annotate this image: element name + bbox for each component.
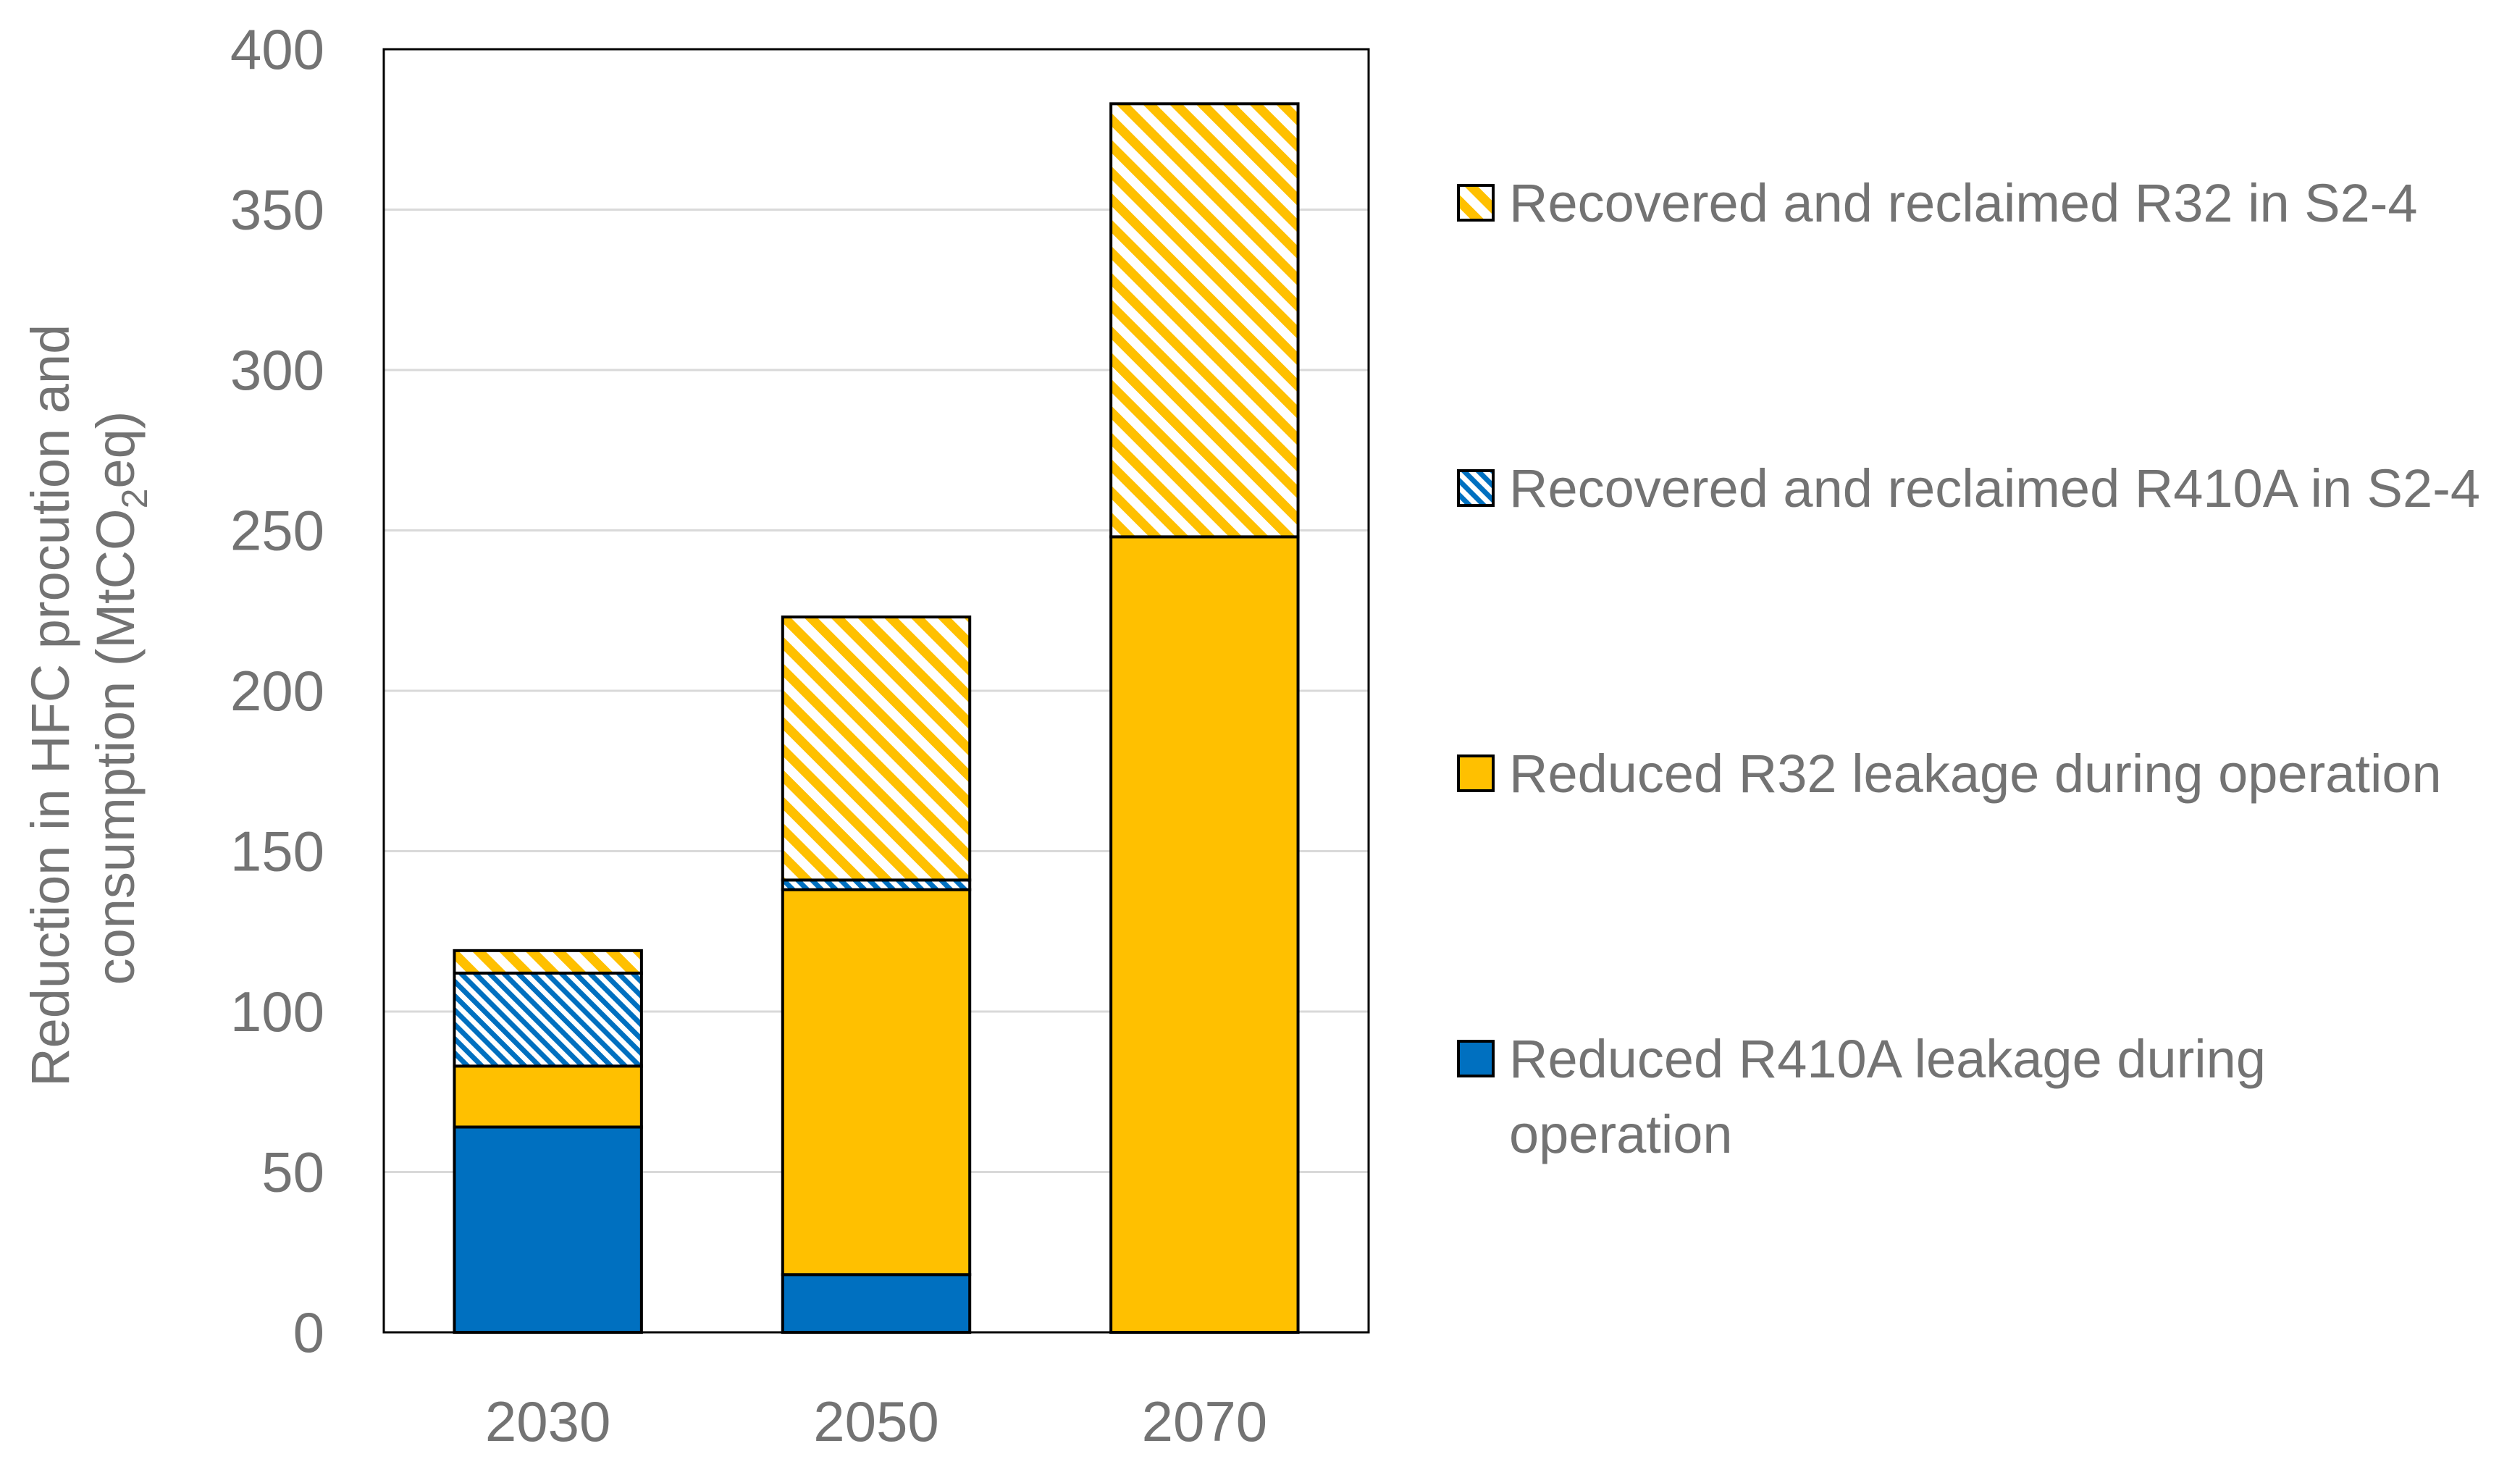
bar-segment-2030-series-4 bbox=[453, 949, 643, 975]
y-tick-label: 300 bbox=[230, 338, 324, 402]
bars bbox=[453, 102, 1300, 1334]
bar-segment-2030-series-2 bbox=[453, 1064, 643, 1129]
bar-segment-2070-series-4 bbox=[1109, 102, 1300, 539]
x-tick-label: 2030 bbox=[485, 1390, 611, 1453]
y-axis-tick-labels: 0 50 100 150 200 250 300 350 400 bbox=[230, 17, 324, 1364]
legend: Recovered and reclaimed R32 in S2-4 Recov… bbox=[1457, 173, 2480, 1164]
y-tick-label: 150 bbox=[230, 820, 324, 883]
y-tick-label: 350 bbox=[230, 178, 324, 242]
legend-label: operation bbox=[1509, 1104, 1733, 1164]
legend-swatch bbox=[1457, 754, 1495, 792]
x-tick-label: 2050 bbox=[813, 1390, 939, 1453]
y-axis-title-line-2-post: eq) bbox=[85, 411, 146, 489]
y-tick-label: 400 bbox=[230, 17, 324, 81]
y-tick-label: 200 bbox=[230, 659, 324, 723]
legend-label: Reduced R32 leakage during operation bbox=[1509, 744, 2442, 804]
y-axis-title-line-1: Reduction in HFC procution and bbox=[20, 324, 80, 1087]
bar-segment-2070-series-2 bbox=[1109, 535, 1300, 1334]
y-axis-title-subscript: 2 bbox=[114, 489, 155, 509]
x-tick-label: 2070 bbox=[1142, 1390, 1268, 1453]
bar-segment-2050-series-2 bbox=[781, 888, 972, 1277]
bar-segment-2050-series-1 bbox=[781, 1273, 972, 1334]
legend-label: Recovered and reclaimed R410A in S2-4 bbox=[1509, 458, 2480, 518]
y-tick-label: 250 bbox=[230, 499, 324, 563]
bar-segment-2030-series-3 bbox=[453, 971, 643, 1068]
plot-area-frame bbox=[382, 48, 1370, 1334]
y-axis-title-line-2-pre: consumption (MtCO bbox=[85, 508, 146, 985]
legend-swatch bbox=[1457, 184, 1495, 222]
legend-label: Reduced R410A leakage during bbox=[1509, 1029, 2266, 1089]
y-tick-label: 100 bbox=[230, 980, 324, 1043]
bar-segment-2030-series-1 bbox=[453, 1125, 643, 1334]
y-axis-title-line-2: consumption (MtCO2eq) bbox=[85, 411, 155, 985]
legend-swatch bbox=[1457, 1040, 1495, 1077]
legend-swatch bbox=[1457, 469, 1495, 507]
legend-label: Recovered and reclaimed R32 in S2-4 bbox=[1509, 173, 2418, 233]
bar-segment-2050-series-4 bbox=[781, 615, 972, 882]
y-tick-label: 50 bbox=[261, 1140, 324, 1204]
y-axis-title: Reduction in HFC procution and consumpti… bbox=[20, 309, 155, 1087]
y-tick-label: 0 bbox=[293, 1300, 324, 1364]
x-axis-tick-labels: 2030 2050 2070 bbox=[485, 1390, 1267, 1453]
